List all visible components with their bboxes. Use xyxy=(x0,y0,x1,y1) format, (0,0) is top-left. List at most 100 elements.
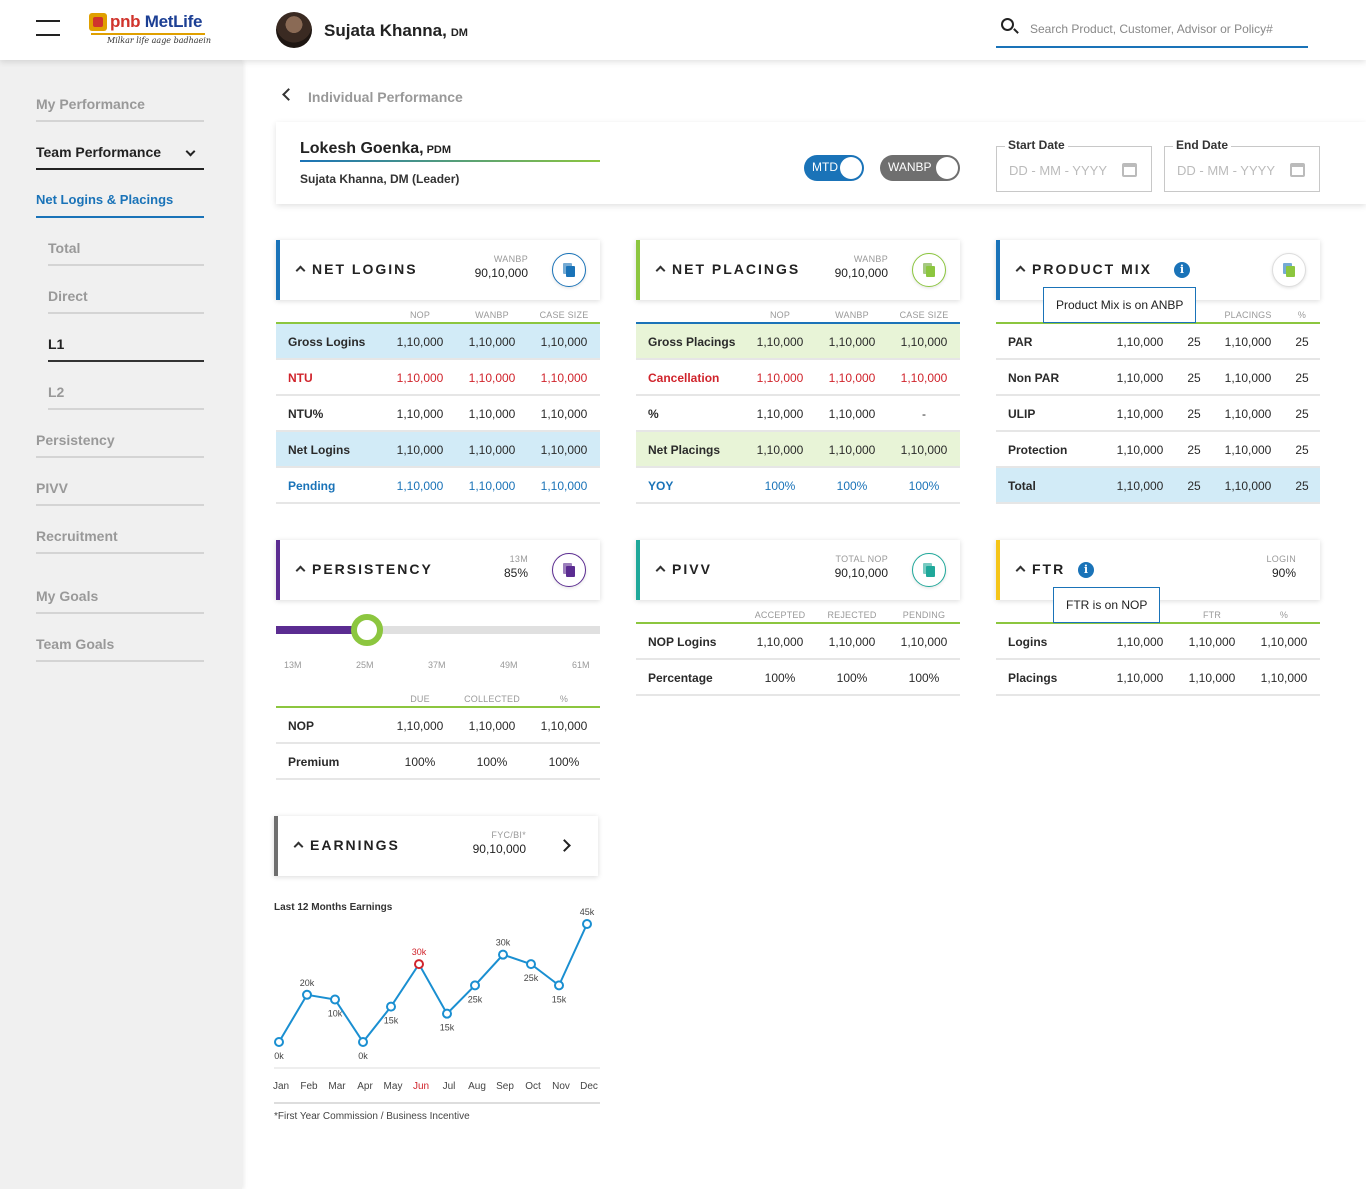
collapse-caret-icon[interactable] xyxy=(655,265,666,276)
table-row: Protection 1,10,000 25 1,10,000 25 xyxy=(996,432,1320,468)
card-accent-bar xyxy=(274,816,278,876)
card-metric: FYC/BI* 90,10,000 xyxy=(472,830,526,856)
copy-button[interactable] xyxy=(912,253,946,287)
table-row: Non PAR 1,10,000 25 1,10,000 25 xyxy=(996,360,1320,396)
card-metric: TOTAL NOP 90,10,000 xyxy=(834,554,888,580)
earnings-line-chart: 0k Jan 20k Feb 10k Mar 0k Apr 15k May 30k Jun 15k Jul… xyxy=(273,907,600,1092)
net-placings-table: NOP WANBP CASE SIZE Gross Placings 1,10,0… xyxy=(636,310,960,504)
collapse-caret-icon[interactable] xyxy=(293,841,304,852)
data-label: 0k xyxy=(358,1051,368,1061)
data-label: 45k xyxy=(580,907,595,917)
data-point[interactable] xyxy=(302,989,312,1000)
agent-name: Lokesh Goenka, PDM xyxy=(300,140,452,157)
data-point[interactable] xyxy=(526,959,536,970)
slider-tick-label: 13M xyxy=(284,660,302,670)
sidebar-subitem-total[interactable]: Total xyxy=(48,238,204,266)
end-date-label: End Date xyxy=(1173,138,1232,152)
x-tick-label: May xyxy=(384,1081,403,1092)
data-point[interactable] xyxy=(414,959,424,970)
table-row: Percentage 100% 100% 100% xyxy=(636,660,960,696)
calendar-icon[interactable] xyxy=(1122,163,1137,177)
data-point[interactable] xyxy=(274,1037,284,1047)
data-label: 30k xyxy=(412,947,427,957)
sidebar-item-my-performance[interactable]: My Performance xyxy=(36,94,204,122)
calendar-icon[interactable] xyxy=(1290,163,1305,177)
sidebar-item-my-goals[interactable]: My Goals xyxy=(36,586,204,614)
copy-button[interactable] xyxy=(552,553,586,587)
x-tick-label: Jun xyxy=(413,1081,429,1092)
card-metric: WANBP 90,10,000 xyxy=(474,254,528,280)
start-date-field[interactable]: Start Date DD - MM - YYYY xyxy=(996,138,1152,192)
x-tick-label: Dec xyxy=(580,1081,598,1092)
data-point[interactable] xyxy=(470,980,480,991)
logo-underline xyxy=(91,33,205,35)
back-arrow-icon[interactable] xyxy=(282,88,295,101)
sidebar-item-net-logins-placings[interactable]: Net Logins & Placings xyxy=(36,190,204,218)
x-tick-label: Nov xyxy=(552,1081,570,1092)
info-icon[interactable]: i xyxy=(1078,562,1094,578)
search-input[interactable] xyxy=(1030,18,1306,40)
copy-button[interactable] xyxy=(912,553,946,587)
x-tick-label: Sep xyxy=(496,1081,514,1092)
sidebar-subitem-l2[interactable]: L2 xyxy=(48,382,204,410)
chart-baseline xyxy=(274,1102,600,1104)
sidebar-item-persistency[interactable]: Persistency xyxy=(36,430,204,458)
data-point[interactable] xyxy=(582,919,592,929)
sidebar-item-team-performance[interactable]: Team Performance xyxy=(36,142,204,170)
ftr-tooltip: FTR is on NOP xyxy=(1053,587,1161,623)
end-date-field[interactable]: End Date DD - MM - YYYY xyxy=(1164,138,1320,192)
slider-fill xyxy=(276,626,367,634)
sidebar-subitem-l1[interactable]: L1 xyxy=(48,334,204,362)
card-metric: WANBP 90,10,000 xyxy=(834,254,888,280)
sidebar-subitem-direct[interactable]: Direct xyxy=(48,286,204,314)
chart-title: Last 12 Months Earnings xyxy=(274,902,393,913)
net-placings-card-header: NET PLACINGS WANBP 90,10,000 xyxy=(636,240,960,300)
product-mix-tooltip: Product Mix is on ANBP xyxy=(1043,287,1197,323)
menu-icon[interactable] xyxy=(36,20,60,38)
card-accent-bar xyxy=(996,540,1000,600)
earnings-card-header: EARNINGS FYC/BI* 90,10,000 xyxy=(274,816,598,876)
wanbp-toggle[interactable]: WANBP xyxy=(880,155,960,181)
data-point[interactable] xyxy=(330,994,340,1005)
card-accent-bar xyxy=(636,240,640,300)
top-bar: pnb MetLife Milkar life aage badhaein Su… xyxy=(0,0,1366,60)
table-row: YOY 100% 100% 100% xyxy=(636,468,960,504)
copy-button[interactable] xyxy=(552,253,586,287)
sidebar: My Performance Team Performance Net Logi… xyxy=(0,60,242,1189)
data-label: 10k xyxy=(328,1009,343,1019)
collapse-caret-icon[interactable] xyxy=(295,565,306,576)
collapse-caret-icon[interactable] xyxy=(655,565,666,576)
mtd-toggle[interactable]: MTD xyxy=(804,155,864,181)
collapse-caret-icon[interactable] xyxy=(1015,565,1026,576)
card-title: FTR xyxy=(1032,561,1066,577)
slider-handle[interactable] xyxy=(350,614,383,646)
data-point[interactable] xyxy=(386,1001,396,1012)
sidebar-item-team-goals[interactable]: Team Goals xyxy=(36,634,204,662)
sidebar-item-pivv[interactable]: PIVV xyxy=(36,478,204,506)
copy-icon xyxy=(926,566,935,577)
x-tick-label: Feb xyxy=(300,1081,318,1092)
data-point[interactable] xyxy=(442,1008,452,1019)
search-icon[interactable] xyxy=(1001,18,1014,31)
chevron-right-icon[interactable] xyxy=(558,839,571,852)
logo-tagline: Milkar life aage badhaein xyxy=(107,36,211,45)
data-point[interactable] xyxy=(554,980,564,991)
data-point[interactable] xyxy=(358,1037,368,1047)
card-title: NET PLACINGS xyxy=(672,261,801,277)
table-row: Logins 1,10,000 1,10,000 1,10,000 xyxy=(996,624,1320,660)
table-row: Cancellation 1,10,000 1,10,000 1,10,000 xyxy=(636,360,960,396)
card-title: PIVV xyxy=(672,561,712,577)
copy-button[interactable] xyxy=(1272,253,1306,287)
persistency-slider[interactable] xyxy=(276,614,600,646)
slider-tick-label: 37M xyxy=(428,660,446,670)
data-point[interactable] xyxy=(498,949,508,960)
info-icon[interactable]: i xyxy=(1174,262,1190,278)
table-row[interactable]: Pending 1,10,000 1,10,000 1,10,000 xyxy=(276,468,600,504)
x-tick-label: Jan xyxy=(273,1081,289,1092)
collapse-caret-icon[interactable] xyxy=(1015,265,1026,276)
user-avatar[interactable] xyxy=(276,12,312,48)
collapse-caret-icon[interactable] xyxy=(295,265,306,276)
table-header: PLACINGS % xyxy=(996,310,1320,324)
data-label: 20k xyxy=(300,978,315,988)
sidebar-item-recruitment[interactable]: Recruitment xyxy=(36,526,204,554)
